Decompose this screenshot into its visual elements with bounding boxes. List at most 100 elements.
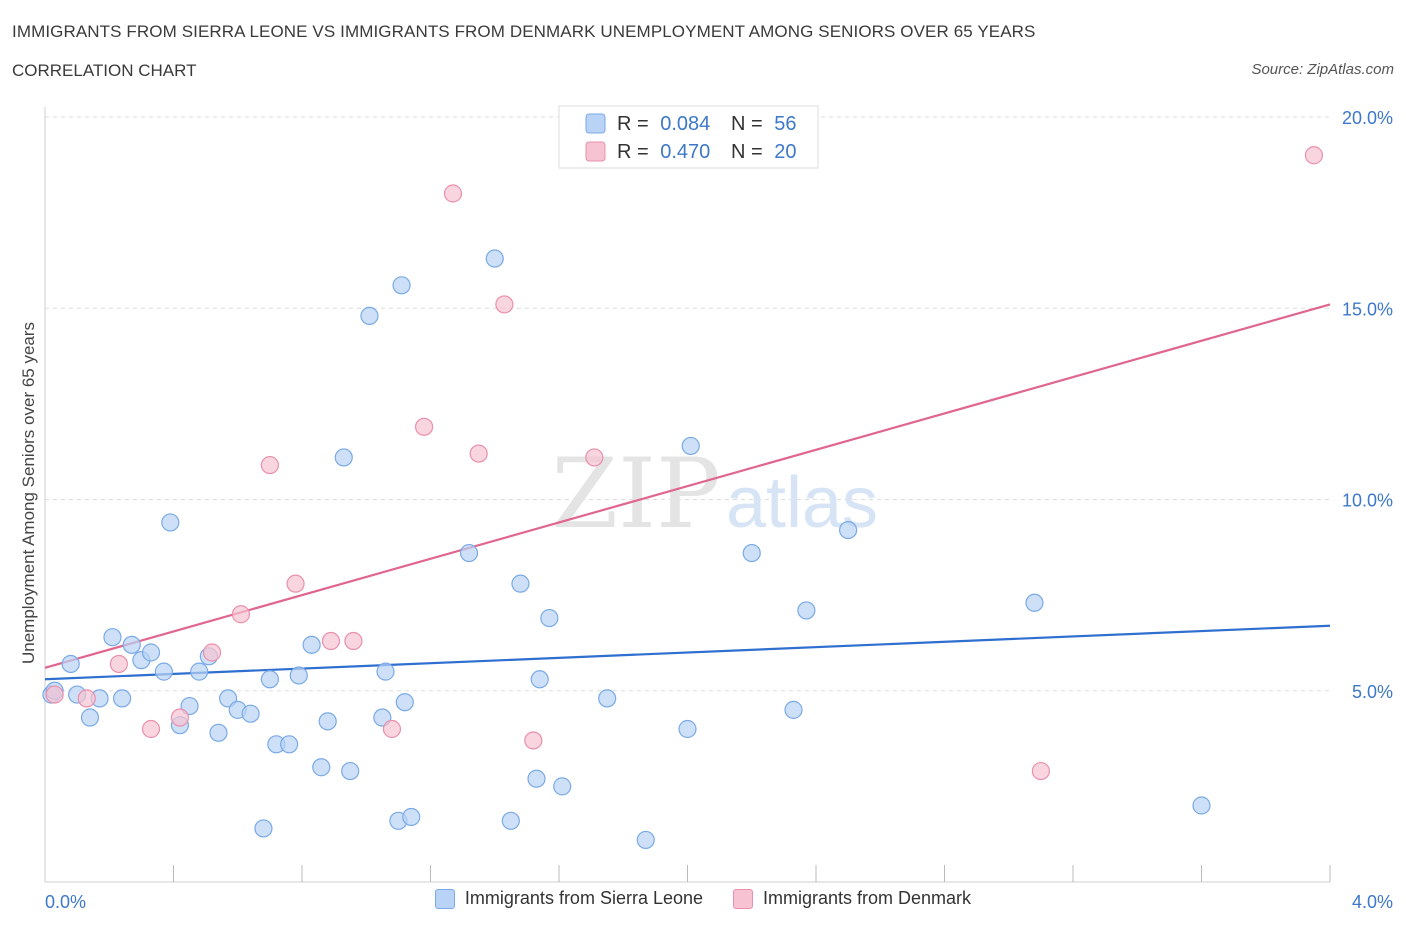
svg-text:R = 0.470: R = 0.470 (617, 141, 710, 163)
trend-lines (44, 303, 1331, 681)
data-point-sierra-leone (141, 643, 161, 662)
data-point-sierra-leone (784, 700, 803, 719)
legend-r-value: 0.470 (660, 141, 710, 163)
data-point-denmark (260, 455, 279, 475)
data-point-sierra-leone (260, 670, 279, 689)
data-point-sierra-leone (112, 689, 132, 708)
svg-text:N = 20: N = 20 (731, 141, 797, 163)
data-point-denmark (141, 719, 161, 739)
data-point-denmark (45, 685, 64, 704)
data-point-denmark (202, 643, 222, 662)
chart-title: IMMIGRANTS FROM SIERRA LEONE VS IMMIGRAN… (12, 22, 1036, 41)
source-label: Source: ZipAtlas.com (1251, 61, 1394, 78)
data-point-denmark (414, 417, 434, 436)
data-point-denmark (286, 574, 305, 593)
legend-n-label: N = (731, 141, 763, 163)
data-point-sierra-leone (553, 777, 572, 796)
data-point-sierra-leone (360, 306, 379, 325)
data-point-sierra-leone (681, 436, 700, 456)
x-tick-label: 4.0% (1352, 892, 1393, 912)
data-point-sierra-leone (103, 628, 122, 647)
trend-line-denmark (44, 303, 1331, 669)
data-point-sierra-leone (530, 670, 549, 689)
data-point-denmark (443, 184, 463, 203)
data-point-sierra-leone (280, 735, 299, 754)
svg-text:R = 0.084: R = 0.084 (617, 113, 710, 135)
axes: 5.0% 10.0% 15.0% 20.0% 0.0% 4.0% (44, 107, 1393, 912)
legend-item-sierra-leone: Immigrants from Sierra Leone (434, 888, 704, 909)
data-point-sierra-leone (797, 601, 816, 620)
data-point-sierra-leone (527, 769, 546, 788)
legend-label-sierra-leone: Immigrants from Sierra Leone (464, 888, 704, 908)
data-point-sierra-leone (598, 689, 617, 708)
y-tick-label: 20.0% (1342, 108, 1393, 128)
y-tick-label: 10.0% (1342, 491, 1393, 511)
data-point-sierra-leone (839, 520, 858, 540)
data-point-sierra-leone (501, 811, 520, 830)
data-point-sierra-leone (122, 635, 141, 654)
legend-r-value: 0.084 (660, 113, 710, 135)
data-point-denmark (321, 631, 341, 651)
data-point-sierra-leone (312, 758, 331, 777)
data-point-denmark (1031, 761, 1050, 781)
legend-r-label: R = (617, 141, 649, 163)
data-point-sierra-leone (1025, 593, 1044, 612)
data-point-sierra-leone (636, 830, 655, 850)
data-point-sierra-leone (318, 712, 337, 731)
legend-item-denmark: Immigrants from Denmark (733, 888, 971, 909)
data-point-denmark (77, 689, 96, 708)
legend-label-denmark: Immigrants from Denmark (763, 888, 972, 908)
data-point-sierra-leone (209, 723, 228, 742)
data-point-sierra-leone (742, 543, 761, 563)
data-point-sierra-leone (161, 513, 180, 532)
x-tick-label: 0.0% (45, 892, 86, 912)
watermark-zip: ZIP (551, 438, 720, 550)
data-point-denmark (469, 444, 488, 463)
data-point-denmark (524, 731, 543, 750)
correlation-legend: R = 0.084 N = 56 R = 0.470 N = 20 (558, 105, 819, 169)
data-point-sierra-leone (190, 662, 209, 681)
data-point-denmark (1304, 146, 1324, 165)
data-point-denmark (382, 719, 402, 739)
chart-subtitle: CORRELATION CHART (12, 61, 197, 80)
y-axis-label: Unemployment Among Seniors over 65 years (19, 322, 38, 664)
legend-r-label: R = (617, 113, 649, 135)
data-point-denmark (170, 708, 190, 727)
legend-n-value: 56 (774, 113, 796, 135)
data-point-sierra-leone (289, 666, 308, 685)
svg-text:N = 56: N = 56 (731, 113, 797, 135)
data-point-sierra-leone (341, 761, 360, 781)
data-point-sierra-leone (678, 719, 697, 739)
trend-line-sierra-leone (44, 624, 1331, 681)
legend-n-value: 20 (774, 141, 796, 163)
data-point-sierra-leone (376, 662, 395, 681)
y-tick-label: 5.0% (1352, 682, 1393, 702)
series-legend: Immigrants from Sierra Leone Immigrants … (0, 888, 1406, 909)
data-point-denmark (585, 448, 604, 467)
data-point-denmark (109, 654, 128, 674)
data-point-sierra-leone (241, 704, 260, 723)
legend-swatch-sierra-leone (434, 888, 455, 909)
data-point-sierra-leone (254, 819, 273, 838)
legend-swatch-denmark (733, 888, 754, 909)
data-point-sierra-leone (485, 249, 504, 268)
data-point-sierra-leone (302, 635, 321, 654)
data-point-sierra-leone (459, 543, 479, 563)
data-point-sierra-leone (395, 693, 414, 712)
y-tick-label: 15.0% (1342, 299, 1393, 319)
data-point-denmark (495, 295, 514, 314)
legend-n-label: N = (731, 113, 763, 135)
data-point-sierra-leone (392, 276, 411, 295)
data-point-denmark (231, 605, 251, 624)
data-point-sierra-leone (334, 448, 353, 467)
data-point-sierra-leone (402, 807, 421, 827)
data-point-sierra-leone (61, 654, 80, 674)
data-point-sierra-leone (154, 662, 173, 681)
legend-swatch-pink (585, 141, 606, 162)
legend-swatch-blue (585, 113, 606, 134)
watermark: ZIP atlas (551, 438, 878, 550)
data-point-sierra-leone (540, 608, 559, 628)
data-point-sierra-leone (1192, 796, 1211, 815)
data-points (42, 146, 1324, 850)
